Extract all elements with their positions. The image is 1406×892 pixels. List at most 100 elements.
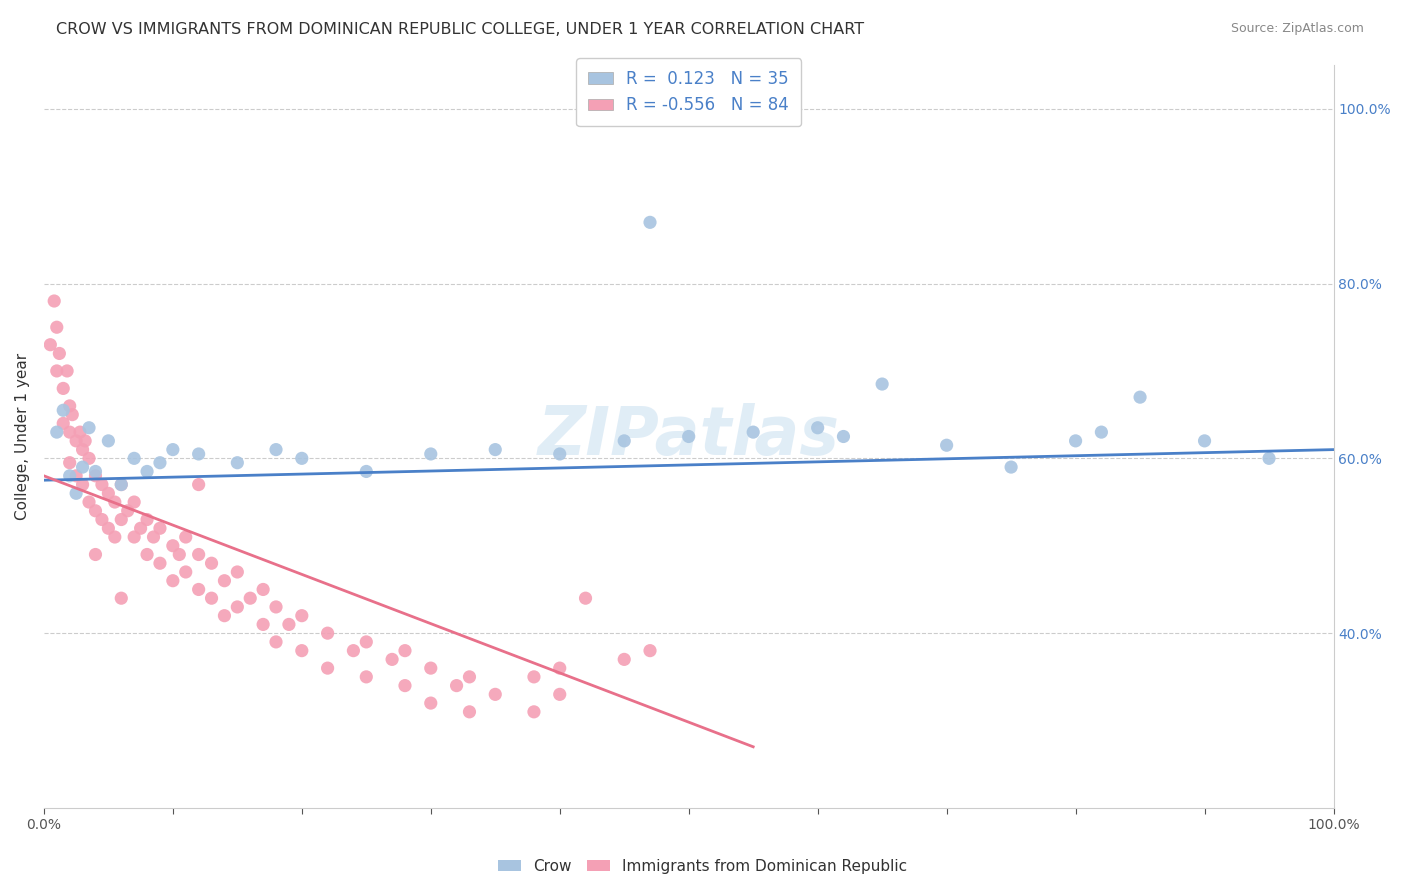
Point bbox=[149, 556, 172, 570]
Point bbox=[638, 215, 661, 229]
Point bbox=[419, 447, 441, 461]
Point bbox=[1000, 460, 1022, 475]
Point bbox=[97, 521, 120, 535]
Point bbox=[200, 556, 222, 570]
Legend: Crow, Immigrants from Dominican Republic: Crow, Immigrants from Dominican Republic bbox=[492, 853, 914, 880]
Point bbox=[48, 346, 70, 360]
Point bbox=[356, 465, 378, 479]
Point bbox=[104, 530, 127, 544]
Point bbox=[870, 377, 893, 392]
Point bbox=[44, 293, 66, 308]
Point bbox=[142, 530, 165, 544]
Point bbox=[136, 548, 159, 562]
Point bbox=[59, 456, 82, 470]
Point bbox=[136, 465, 159, 479]
Point bbox=[1090, 425, 1112, 439]
Point bbox=[52, 417, 75, 431]
Point bbox=[110, 591, 132, 606]
Point bbox=[638, 643, 661, 657]
Point bbox=[574, 591, 596, 606]
Point bbox=[678, 429, 700, 443]
Point bbox=[548, 447, 571, 461]
Point bbox=[1258, 451, 1281, 466]
Point bbox=[200, 591, 222, 606]
Point bbox=[162, 539, 184, 553]
Point bbox=[52, 403, 75, 417]
Point bbox=[45, 364, 67, 378]
Point bbox=[187, 447, 209, 461]
Point bbox=[548, 661, 571, 675]
Point bbox=[59, 399, 82, 413]
Point bbox=[548, 687, 571, 701]
Point bbox=[187, 477, 209, 491]
Point bbox=[65, 468, 87, 483]
Point bbox=[291, 608, 314, 623]
Legend: R =  0.123   N = 35, R = -0.556   N = 84: R = 0.123 N = 35, R = -0.556 N = 84 bbox=[576, 59, 801, 126]
Text: Source: ZipAtlas.com: Source: ZipAtlas.com bbox=[1230, 22, 1364, 36]
Point bbox=[117, 504, 139, 518]
Point bbox=[316, 661, 339, 675]
Point bbox=[277, 617, 299, 632]
Point bbox=[316, 626, 339, 640]
Point bbox=[77, 495, 100, 509]
Point bbox=[45, 320, 67, 334]
Point bbox=[174, 565, 197, 579]
Point bbox=[129, 521, 152, 535]
Point bbox=[187, 548, 209, 562]
Point bbox=[1129, 390, 1152, 404]
Point bbox=[90, 512, 112, 526]
Point bbox=[214, 574, 236, 588]
Point bbox=[1194, 434, 1216, 448]
Point bbox=[613, 434, 636, 448]
Point bbox=[291, 643, 314, 657]
Point bbox=[239, 591, 262, 606]
Point bbox=[523, 670, 546, 684]
Point bbox=[110, 477, 132, 491]
Point bbox=[1064, 434, 1087, 448]
Point bbox=[149, 521, 172, 535]
Point bbox=[77, 421, 100, 435]
Point bbox=[252, 582, 274, 597]
Point bbox=[162, 574, 184, 588]
Point bbox=[84, 548, 107, 562]
Point bbox=[75, 434, 97, 448]
Point bbox=[252, 617, 274, 632]
Point bbox=[613, 652, 636, 666]
Point bbox=[72, 460, 94, 475]
Point bbox=[122, 495, 145, 509]
Point bbox=[214, 608, 236, 623]
Point bbox=[45, 425, 67, 439]
Y-axis label: College, Under 1 year: College, Under 1 year bbox=[15, 353, 30, 520]
Point bbox=[342, 643, 364, 657]
Point bbox=[122, 530, 145, 544]
Point bbox=[65, 434, 87, 448]
Point bbox=[381, 652, 404, 666]
Point bbox=[52, 381, 75, 395]
Point bbox=[226, 565, 249, 579]
Point bbox=[935, 438, 957, 452]
Point bbox=[291, 451, 314, 466]
Point bbox=[162, 442, 184, 457]
Text: ZIPatlas: ZIPatlas bbox=[537, 403, 839, 469]
Point bbox=[458, 670, 481, 684]
Point bbox=[84, 504, 107, 518]
Point bbox=[742, 425, 765, 439]
Point bbox=[104, 495, 127, 509]
Point bbox=[356, 635, 378, 649]
Point bbox=[72, 477, 94, 491]
Point bbox=[59, 468, 82, 483]
Point bbox=[174, 530, 197, 544]
Point bbox=[97, 486, 120, 500]
Point bbox=[832, 429, 855, 443]
Point bbox=[458, 705, 481, 719]
Point bbox=[484, 687, 506, 701]
Point bbox=[356, 670, 378, 684]
Point bbox=[77, 451, 100, 466]
Point bbox=[65, 486, 87, 500]
Point bbox=[90, 477, 112, 491]
Point bbox=[446, 679, 468, 693]
Point bbox=[56, 364, 79, 378]
Point bbox=[394, 679, 416, 693]
Point bbox=[149, 456, 172, 470]
Point bbox=[110, 477, 132, 491]
